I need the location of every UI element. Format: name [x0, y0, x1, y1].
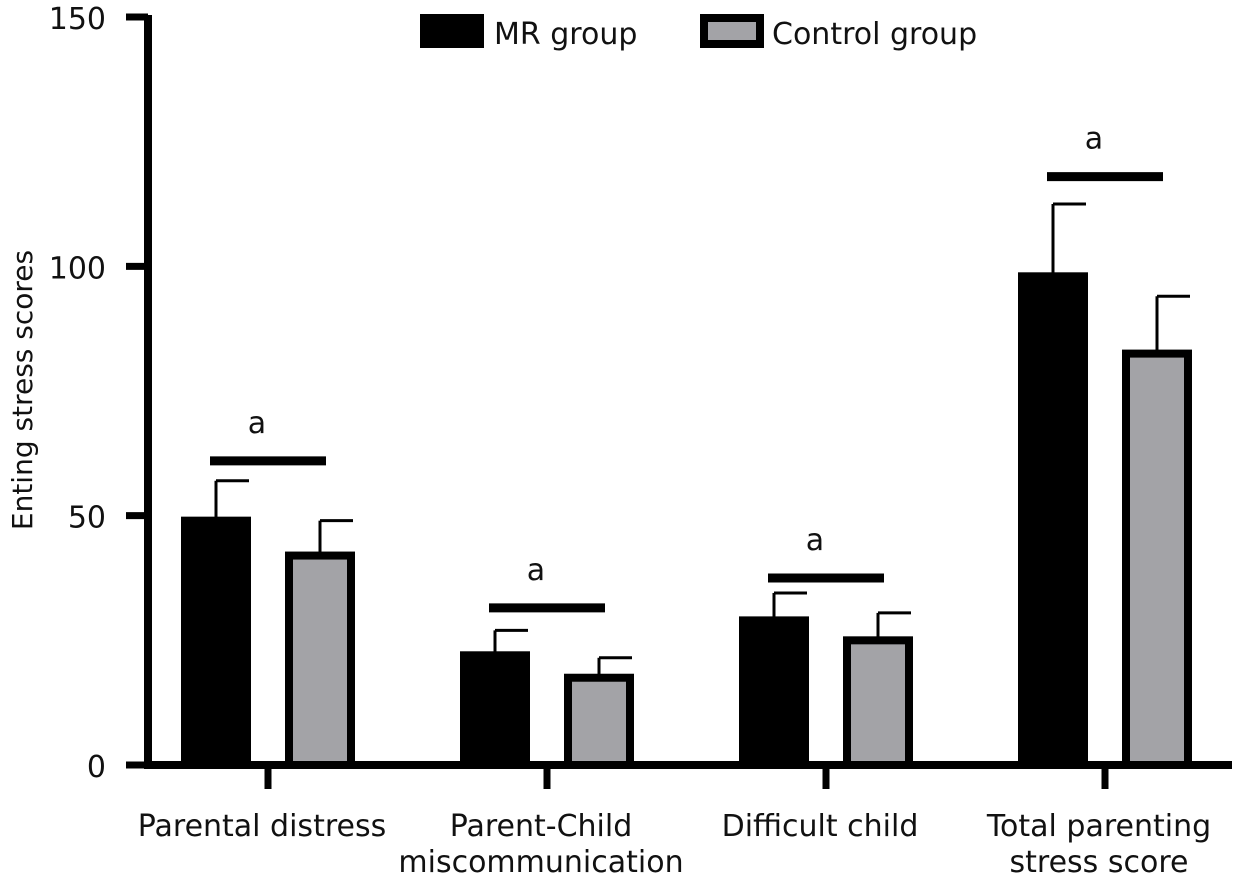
- bar: [739, 616, 809, 769]
- plot-area: a a a a: [181, 122, 1192, 770]
- bar: [843, 636, 913, 769]
- y-tick-label: 100: [49, 251, 106, 286]
- x-tick-label: Total parenting stress score: [986, 809, 1211, 880]
- y-tick-label: 50: [68, 501, 106, 536]
- axes: 0 50 100 150 Parental distress Parent-Child mi…: [6, 2, 1232, 880]
- y-tick-label: 150: [49, 2, 106, 37]
- x-tick-label: Parent-Child miscommunication: [398, 809, 683, 880]
- y-tick-label: 0: [87, 750, 106, 785]
- x-tick-label: Difficult child: [722, 809, 919, 844]
- bar: [564, 673, 634, 770]
- significance-label: a: [806, 523, 824, 558]
- bar: [181, 516, 251, 769]
- bar: [1018, 272, 1088, 769]
- legend-label: MR group: [494, 17, 637, 52]
- bar: [285, 551, 355, 769]
- significance-label: a: [248, 406, 266, 441]
- x-tick-label: Parental distress: [138, 809, 386, 844]
- bar: [460, 651, 530, 769]
- bar: [1122, 349, 1192, 769]
- legend-swatch: [420, 14, 484, 48]
- legend-swatch: [700, 14, 764, 48]
- legend-label: Control group: [772, 17, 977, 52]
- significance-label: a: [527, 553, 545, 588]
- legend: MR group Control group: [420, 14, 977, 52]
- significance-label: a: [1085, 122, 1103, 157]
- y-axis-label: Enting stress scores: [6, 250, 39, 530]
